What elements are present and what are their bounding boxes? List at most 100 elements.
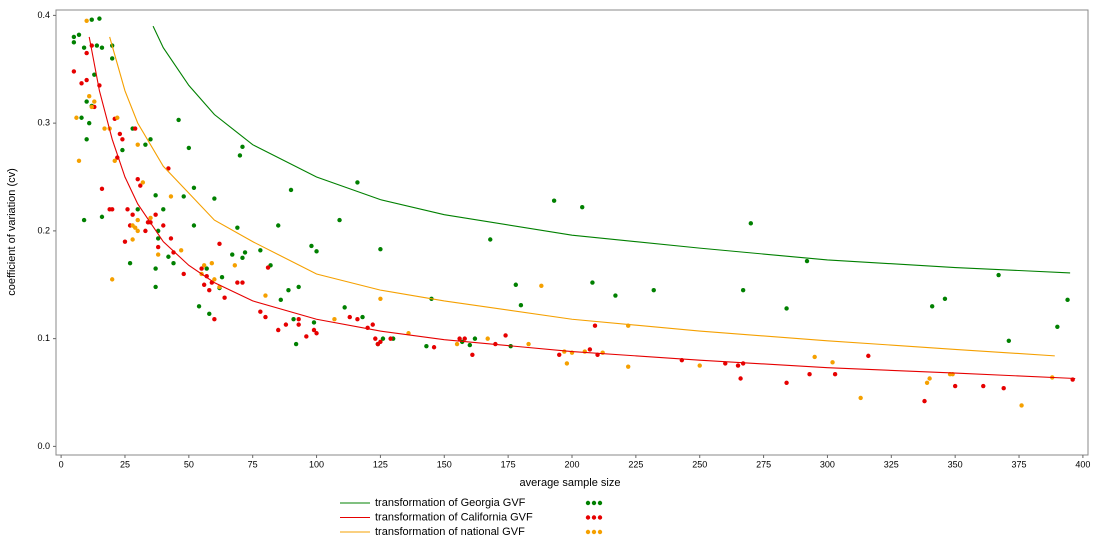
scatter-point xyxy=(109,56,115,61)
scatter-point xyxy=(240,255,245,261)
scatter-point xyxy=(263,314,268,320)
x-axis-label: average sample size xyxy=(520,477,621,489)
scatter-point xyxy=(204,266,209,271)
x-tick-label: 200 xyxy=(564,459,579,469)
scatter-point xyxy=(293,341,299,347)
x-tick-label: 125 xyxy=(373,459,388,469)
scatter-point xyxy=(723,361,728,366)
legend-label: transformation of national GVF xyxy=(375,526,525,538)
x-tick-label: 225 xyxy=(628,459,643,469)
x-tick-label: 350 xyxy=(948,459,963,469)
scatter-point xyxy=(485,336,490,341)
scatter-point xyxy=(258,309,263,314)
y-tick-label: 0.1 xyxy=(37,333,50,343)
scatter-point xyxy=(804,258,810,264)
scatter-point xyxy=(155,244,161,250)
x-tick-label: 325 xyxy=(884,459,899,469)
scatter-point xyxy=(314,331,319,336)
scatter-point xyxy=(166,254,171,259)
scatter-point xyxy=(240,144,245,150)
scatter-point xyxy=(748,221,754,226)
scatter-point xyxy=(304,334,309,339)
scatter-point xyxy=(112,158,117,164)
scatter-point xyxy=(155,252,161,257)
scatter-point xyxy=(120,137,125,142)
scatter-point xyxy=(135,176,140,182)
scatter-point xyxy=(927,376,932,381)
scatter-point xyxy=(467,342,473,348)
scatter-point xyxy=(942,296,948,301)
scatter-point xyxy=(286,287,291,293)
scatter-point xyxy=(564,361,570,366)
scatter-point xyxy=(186,145,192,151)
scatter-point xyxy=(84,18,89,23)
y-axis-label: coefficient of variation (cv) xyxy=(6,168,18,296)
scatter-point xyxy=(109,207,115,212)
scatter-point xyxy=(237,153,243,158)
scatter-point xyxy=(94,43,100,48)
scatter-point xyxy=(181,271,186,277)
scatter-point xyxy=(355,317,360,322)
scatter-point xyxy=(740,287,746,293)
scatter-point xyxy=(378,247,383,252)
scatter-point xyxy=(457,336,462,341)
scatter-point xyxy=(171,261,176,266)
scatter-point xyxy=(784,380,789,386)
scatter-point xyxy=(92,72,97,77)
scatter-point xyxy=(99,186,105,192)
scatter-point xyxy=(171,250,176,255)
x-tick-label: 175 xyxy=(501,459,516,469)
scatter-point xyxy=(472,336,478,341)
scatter-point xyxy=(130,237,135,242)
legend-dot xyxy=(597,529,603,535)
y-tick-label: 0.2 xyxy=(37,225,50,235)
scatter-point xyxy=(278,297,283,303)
scatter-point xyxy=(153,193,158,198)
scatter-point xyxy=(99,45,105,50)
scatter-point xyxy=(697,363,702,368)
scatter-point xyxy=(952,383,958,389)
scatter-point xyxy=(115,115,120,120)
scatter-point xyxy=(276,223,281,228)
scatter-point xyxy=(166,166,171,171)
scatter-point xyxy=(526,341,531,347)
scatter-point xyxy=(196,304,202,309)
x-tick-label: 75 xyxy=(248,459,258,469)
scatter-point xyxy=(135,217,140,223)
scatter-point xyxy=(832,371,838,377)
legend-dot xyxy=(597,500,603,506)
scatter-point xyxy=(265,265,271,270)
legend-dot xyxy=(585,500,591,506)
scatter-point xyxy=(135,142,140,147)
scatter-point xyxy=(296,322,301,327)
scatter-point xyxy=(488,237,493,242)
scatter-point xyxy=(87,120,92,126)
scatter-point xyxy=(812,354,817,360)
scatter-point xyxy=(740,361,746,366)
scatter-point xyxy=(89,104,94,110)
scatter-point xyxy=(1001,385,1006,391)
scatter-point xyxy=(590,280,595,285)
x-tick-label: 300 xyxy=(820,459,835,469)
scatter-point xyxy=(168,236,174,241)
scatter-point xyxy=(178,248,184,253)
scatter-point xyxy=(337,217,342,223)
scatter-point xyxy=(996,272,1001,278)
legend-dot xyxy=(591,529,597,535)
scatter-point xyxy=(235,280,240,285)
x-tick-label: 275 xyxy=(756,459,771,469)
scatter-point xyxy=(176,117,181,123)
scatter-point xyxy=(309,243,314,249)
scatter-point xyxy=(161,223,166,228)
scatter-point xyxy=(143,142,148,147)
scatter-point xyxy=(513,282,519,287)
x-tick-label: 0 xyxy=(59,459,64,469)
scatter-point xyxy=(207,287,212,293)
scatter-point xyxy=(148,215,153,221)
scatter-point xyxy=(222,295,227,300)
scatter-point xyxy=(130,212,135,217)
scatter-point xyxy=(212,317,217,322)
scatter-point xyxy=(557,352,562,357)
scatter-point xyxy=(76,32,82,37)
scatter-point xyxy=(230,252,235,257)
